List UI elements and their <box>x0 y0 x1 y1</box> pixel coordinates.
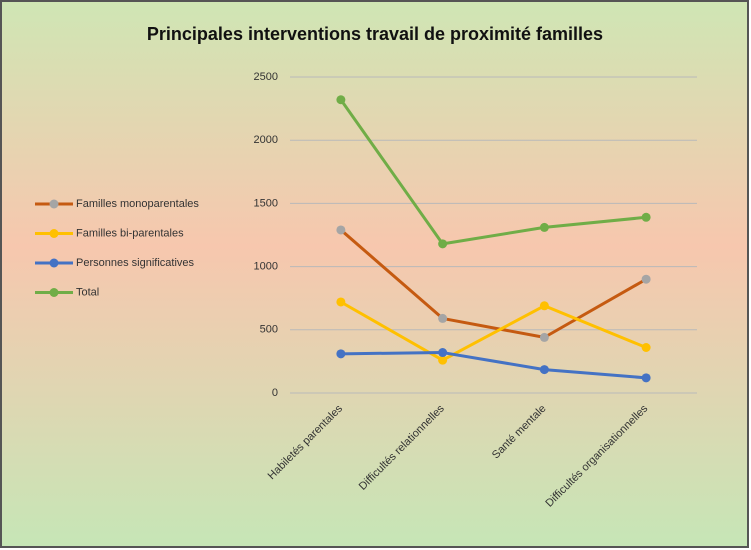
legend-marker <box>49 258 59 268</box>
y-tick-label: 1000 <box>254 261 278 273</box>
y-tick-label: 0 <box>272 387 278 399</box>
data-point <box>438 355 448 365</box>
series-line <box>340 300 647 362</box>
data-point <box>641 212 651 222</box>
data-point <box>641 342 651 352</box>
data-point <box>539 365 549 375</box>
data-point <box>539 222 549 232</box>
data-point <box>336 225 346 235</box>
legend-marker <box>49 229 59 238</box>
legend-label: Familles monoparentales <box>76 198 199 210</box>
data-point <box>641 373 651 383</box>
data-point <box>539 332 549 342</box>
y-tick-label: 2500 <box>254 71 278 83</box>
chart-title: Principales interventions travail de pro… <box>147 24 603 44</box>
series-line <box>339 98 647 246</box>
series-line <box>340 351 647 380</box>
legend-marker <box>49 288 59 297</box>
data-point <box>438 348 448 358</box>
data-point <box>438 313 448 323</box>
data-point <box>539 301 549 311</box>
data-point <box>336 297 346 307</box>
legend-label: Familles bi-parentales <box>76 227 184 239</box>
legend-label: Personnes significatives <box>76 257 195 269</box>
data-point <box>641 274 651 284</box>
series-line <box>339 228 647 339</box>
data-point <box>438 239 448 249</box>
y-tick-label: 2000 <box>254 134 278 146</box>
y-tick-label: 500 <box>260 324 278 336</box>
legend-label: Total <box>76 286 99 298</box>
data-point <box>336 95 346 105</box>
y-tick-label: 1500 <box>254 197 278 209</box>
legend-marker <box>49 199 59 209</box>
data-point <box>336 349 346 359</box>
